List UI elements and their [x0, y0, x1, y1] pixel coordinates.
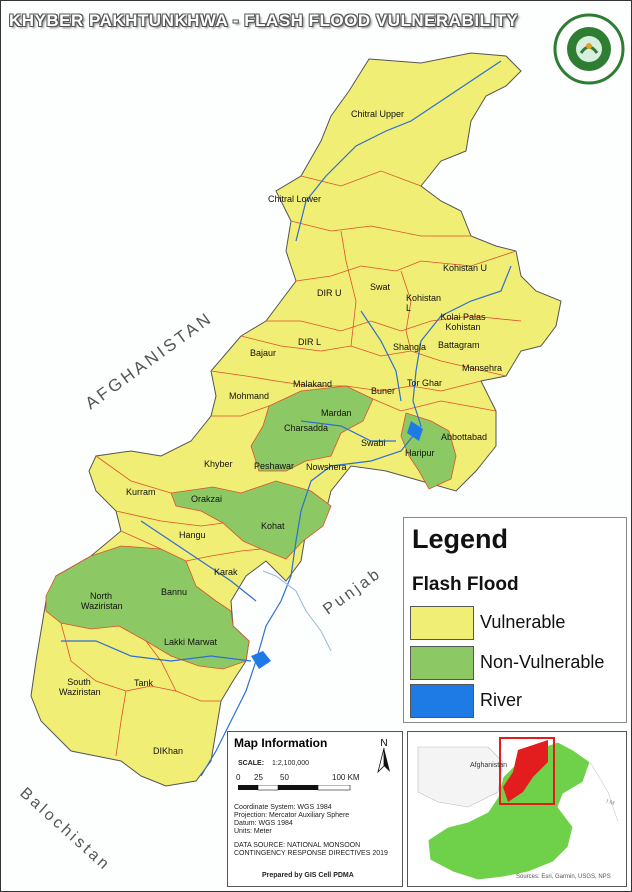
legend-label-vulnerable: Vulnerable	[480, 612, 566, 632]
scale-tick-0: 0	[236, 773, 241, 782]
district-label: Shangla	[393, 342, 427, 352]
district-label: Chitral Upper	[351, 109, 405, 119]
district-label: DIR U	[317, 288, 342, 298]
district-label: Chitral Lower	[268, 194, 322, 204]
district-north-waziristan-bannu-lakki	[45, 545, 250, 670]
locator-credit: Sources: Esri, Garmin, USGS, NPS	[516, 874, 611, 880]
tarbela-lake	[407, 421, 423, 441]
info-line: Coordinate System: WGS 1984	[234, 804, 332, 811]
district-label: Lakki Marwat	[164, 637, 218, 647]
pakistan-shape	[427, 741, 591, 881]
legend-label-non-vulnerable: Non-Vulnerable	[480, 652, 605, 672]
map-information-panel: Map Information N SCALE: 1:2,100,000 0 2…	[227, 731, 403, 887]
district-orakzai-kohat	[170, 480, 332, 560]
district-label: Swabi	[361, 438, 386, 448]
north-label: N	[380, 738, 387, 749]
district-label: Charsadda	[284, 423, 329, 433]
river-lake	[251, 651, 271, 669]
legend-subtitle: Flash Flood	[412, 574, 519, 595]
scale-bar	[238, 785, 351, 791]
scale-label: SCALE:	[238, 760, 265, 767]
district-label: DIR L	[298, 337, 322, 347]
legend-swatch-river	[410, 684, 474, 718]
district-label: Tank	[134, 678, 154, 688]
district-label: Battagram	[438, 340, 480, 350]
scale-value: 1:2,100,000	[272, 760, 309, 767]
district-label: Khyber	[204, 459, 233, 469]
district-label: Abbottabad	[441, 432, 488, 442]
locator-country-label: Afghanistan	[470, 762, 507, 769]
district-label: North Waziristan	[81, 591, 123, 611]
map-title: KHYBER PAKHTUNKHWA - FLASH FLOOD VULNERA…	[9, 11, 519, 30]
district-label: Bajaur	[250, 348, 277, 358]
legend-swatch-vulnerable	[410, 606, 474, 640]
locator-highlight-box	[499, 737, 555, 805]
district-label: Haripur	[405, 448, 435, 458]
map-locator-panel: Map Locator Afghanistan I M Sources: Esr…	[407, 731, 627, 887]
info-line: Units: Meter	[234, 828, 272, 835]
legend-title: Legend	[412, 524, 509, 554]
punjab-river	[262, 570, 332, 652]
district-label: Mohmand	[229, 391, 270, 401]
locator-map	[408, 732, 626, 886]
district-boundaries	[60, 170, 522, 757]
district-label: Tor Ghar	[407, 378, 443, 388]
map-info-title: Map Information	[234, 736, 328, 750]
data-source-line: DATA SOURCE: NATIONAL MONSOON	[234, 842, 361, 849]
scale-tick-100: 100 KM	[332, 773, 360, 782]
district-label: Swat	[370, 282, 391, 292]
scale-tick-25: 25	[254, 773, 263, 782]
rivers	[61, 60, 512, 777]
district-label: Hangu	[179, 530, 206, 540]
info-line: Projection: Mercator Auxiliary Sphere	[234, 812, 350, 819]
district-label: Kurram	[126, 487, 156, 497]
district-label: Mansehra	[462, 363, 503, 373]
district-label: Peshawar	[254, 461, 295, 471]
kp-shape	[503, 740, 548, 802]
district-label: Bannu	[161, 587, 188, 597]
info-line: Datum: WGS 1984	[234, 820, 293, 827]
district-label: Karak	[214, 567, 238, 577]
district-label: Orakzai	[191, 494, 223, 504]
district-label: Kohistan U	[443, 263, 488, 273]
district-label: Kolai Palas Kohistan	[440, 312, 486, 332]
scale-tick-50: 50	[280, 773, 289, 782]
district-label: Malakand	[293, 379, 333, 389]
district-label: South Waziristan	[59, 677, 101, 697]
data-source-line: CONTINGENCY RESPONSE DIRECTIVES 2019	[234, 850, 388, 857]
legend-swatch-non-vulnerable	[410, 646, 474, 680]
legend-panel: Legend Flash Flood Vulnerable Non-Vulner…	[403, 517, 627, 723]
legend-label-river: River	[480, 690, 523, 710]
north-arrow-icon: N	[377, 738, 390, 774]
prepared-by: Prepared by GIS Cell PDMA	[262, 872, 354, 879]
pdma-logo	[553, 13, 625, 85]
district-label: Kohistan L	[406, 293, 442, 313]
district-label: Kohat	[261, 521, 285, 531]
district-label: Buner	[371, 386, 396, 396]
district-label: Mardan	[321, 408, 352, 418]
district-label: Nowshera	[306, 462, 347, 472]
district-label: DIKhan	[153, 746, 184, 756]
